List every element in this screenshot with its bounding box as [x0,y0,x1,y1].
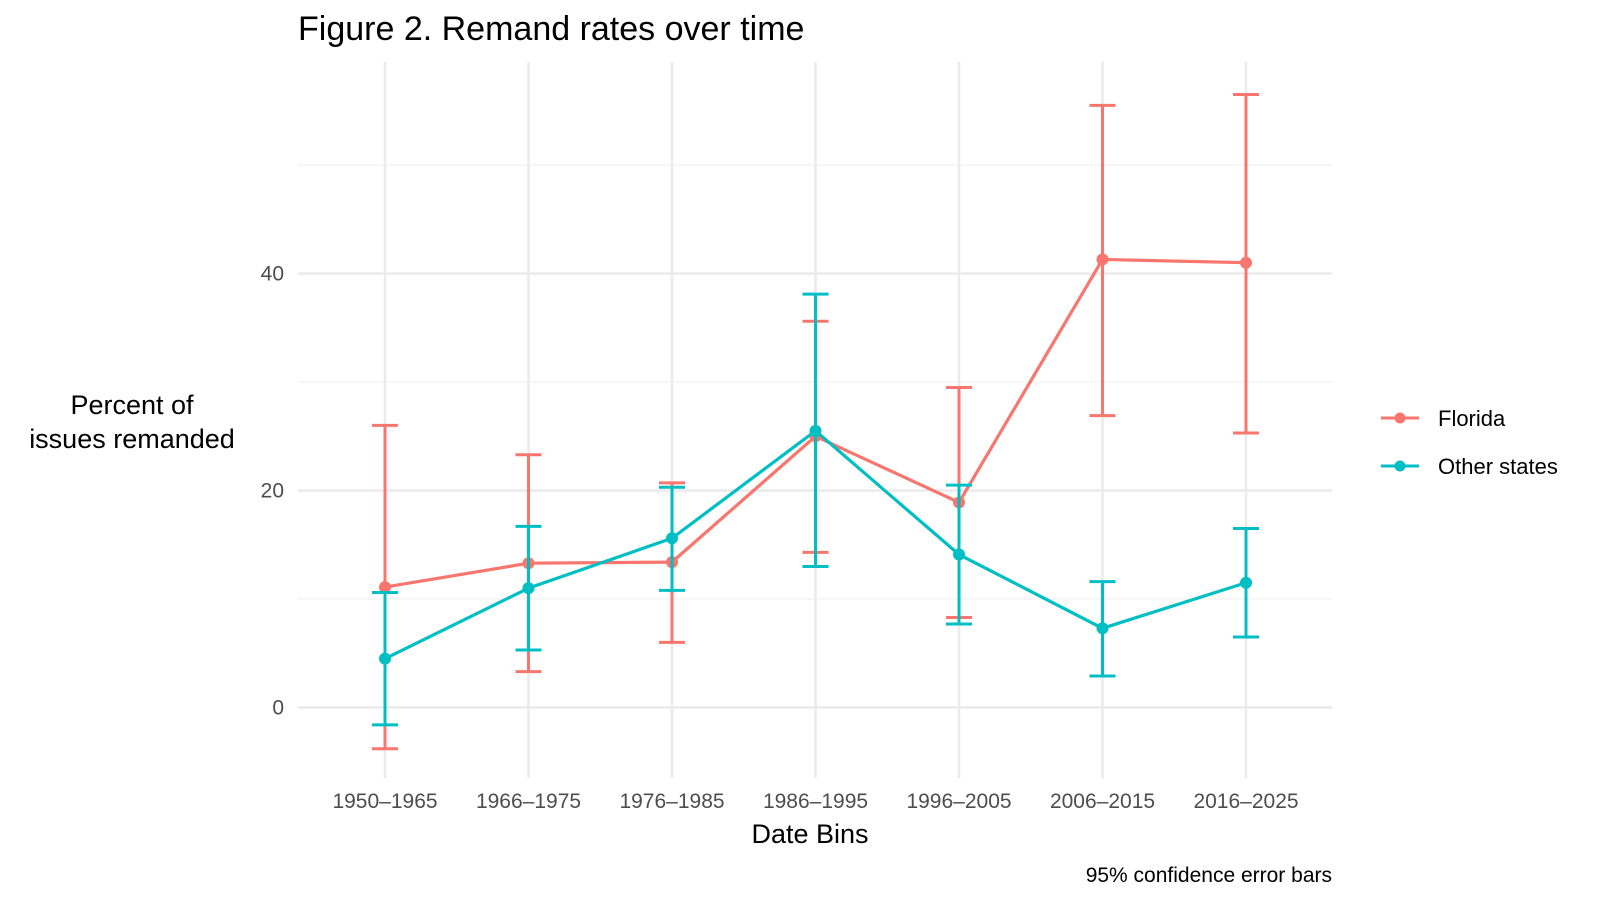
data-point-other-states [1240,576,1252,589]
chart-title: Figure 2. Remand rates over time [298,10,804,48]
x-axis-title: Date Bins [751,819,868,849]
y-axis-title-line-1: Percent of [70,390,194,420]
legend-label-other-states: Other states [1438,454,1558,479]
legend-label-florida: Florida [1438,406,1506,431]
x-tick-label: 1986–1995 [763,790,868,813]
data-point-florida [1240,256,1252,269]
x-tick-label: 1950–1965 [332,790,437,813]
x-tick-label: 2006–2015 [1050,790,1155,813]
tick-layer: 0 20 40 1950–1965 1966–1975 1976–1985 1986–199… [261,263,1299,813]
data-point-florida [1096,253,1109,266]
legend-key-point-other-states [1394,460,1406,472]
data-point-florida [379,581,391,594]
x-tick-label: 2016–2025 [1193,790,1298,813]
data-point-other-states [953,548,965,561]
data-point-other-states [809,424,822,437]
x-tick-label: 1996–2005 [906,790,1011,813]
data-point-other-states [1096,622,1109,635]
x-tick-label: 1976–1985 [619,790,724,813]
legend-key-point-florida [1394,412,1406,424]
data-point-other-states [666,532,678,545]
y-tick-label: 20 [261,480,284,503]
y-tick-label: 0 [272,696,284,719]
chart-caption: 95% confidence error bars [1086,864,1332,887]
y-tick-label: 40 [261,263,284,286]
series-layer [372,93,1259,751]
series-other-states [372,292,1259,727]
data-point-other-states [379,652,391,665]
legend: Florida Other states [1381,406,1558,479]
x-tick-label: 1966–1975 [476,790,581,813]
data-point-other-states [522,582,535,595]
y-axis-title-line-2: issues remanded [29,424,235,454]
